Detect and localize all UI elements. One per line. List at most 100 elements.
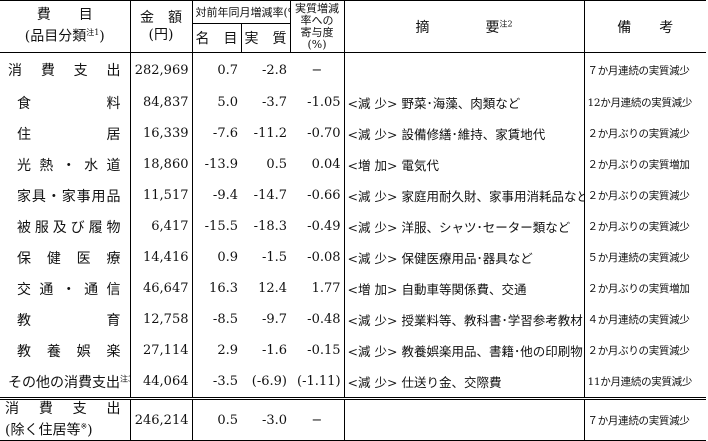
header-item: 費 目 (品目分類注1) (0, 0, 131, 53)
summary-tag: <増 加> (347, 282, 398, 297)
item-name-char: 及 (52, 219, 67, 236)
row-nominal: -13.9 (204, 157, 238, 172)
row-item-name: 食料 (0, 87, 131, 118)
row-item-name: 教養娯楽 (0, 335, 131, 366)
item-name-char: ・ (46, 188, 61, 205)
footer-name-char: 出 (106, 400, 121, 417)
table-row: 被服及び履物 6,417 -15.5 -18.3 -0.49 <減 少> 洋服、シャツ･セー… (0, 211, 706, 242)
row-nominal: 2.9 (217, 343, 238, 358)
row-summary: <減 少> 授業料等、教科書･学習参考教材 (344, 304, 585, 335)
table-row: 保健医療 14,416 0.9 -1.5 -0.08 <減 少> 保健医療用品･器具など ５か… (0, 242, 706, 273)
row-real: -9.7 (261, 312, 288, 327)
summary-text: 野菜･海藻、肉類など (401, 96, 521, 111)
summary-tag: <減 少> (347, 251, 398, 266)
item-name-char: 消 (8, 63, 22, 79)
row-remarks: ７か月連続の実質減少 (587, 64, 690, 77)
summary-tag: <減 少> (347, 344, 398, 359)
row-remarks: ２か月ぶりの実質減少 (587, 190, 690, 202)
item-name-char: 健 (46, 250, 61, 267)
row-summary: <減 少> 保健医療用品･器具など (344, 242, 585, 273)
row-nominal: -15.5 (204, 219, 238, 234)
row-item-name: その他の消費支出注3 (0, 366, 131, 399)
item-name-char: 物 (106, 219, 121, 236)
summary-text: 保健医療用品･器具など (401, 251, 533, 266)
summary-text: 自動車等関係費、交通 (401, 282, 527, 297)
item-name-char: 料 (106, 95, 121, 112)
item-name-char: 光 (17, 157, 31, 174)
item-name-char: 療 (106, 250, 121, 267)
row-item-name: 交通・通信 (0, 273, 131, 304)
header-contribution: 実質増減 率への 寄与度 (%) (290, 0, 345, 53)
item-name-char: 楽 (106, 343, 121, 360)
summary-tag: <減 少> (347, 189, 398, 204)
row-amount: 27,114 (130, 335, 193, 366)
row-real: -11.2 (253, 126, 288, 141)
item-name-char: 服 (34, 219, 49, 236)
row-remarks: 11か月連続の実質減少 (587, 376, 693, 388)
row-amount: 16,339 (130, 118, 193, 149)
row-item-name: 光熱・水道 (0, 149, 131, 180)
row-contribution: -0.15 (290, 335, 345, 366)
row-summary: <減 少> 洋服、シャツ･セーター類など (344, 211, 585, 242)
table-row: 交通・通信 46,647 16.3 12.4 1.77 <増 加> 自動車等関係費、交通 ２か… (0, 273, 706, 304)
row-contribution: 1.77 (290, 273, 345, 304)
summary-tag: <減 少> (347, 375, 398, 390)
footer-real: -3.0 (241, 397, 291, 441)
footer-name-char: 費 (38, 400, 53, 417)
table-row: 住居 16,339 -7.6 -11.2 -0.70 <減 少> 設備修繕･維持、家賃地代 ２… (0, 118, 706, 149)
summary-tag: <増 加> (347, 158, 398, 173)
summary-tag: <減 少> (347, 313, 398, 328)
item-name-char: 医 (76, 250, 91, 267)
summary-text: 電気代 (401, 158, 439, 173)
table-row: 食料 84,837 5.0 -3.7 -1.05 <減 少> 野菜･海藻、肉類など 12か月連… (0, 87, 706, 118)
summary-text: 授業料等、教科書･学習参考教材 (401, 313, 583, 328)
row-summary: <増 加> 自動車等関係費、交通 (344, 273, 585, 304)
row-remarks: ２か月ぶりの実質減少 (587, 128, 690, 140)
row-real: 12.4 (258, 281, 288, 296)
table-row: 教育 12,758 -8.5 -9.7 -0.48 <減 少> 授業料等、教科書･学習参考教… (0, 304, 706, 335)
row-summary (344, 52, 585, 87)
item-name-char: 食 (17, 95, 31, 112)
item-name-char: 出 (106, 63, 121, 79)
row-real: 0.5 (266, 157, 288, 172)
row-real: -18.3 (253, 219, 288, 234)
item-name-char: 通 (39, 281, 54, 298)
row-nominal: -9.4 (212, 188, 238, 203)
footer-contribution: − (290, 397, 345, 441)
summary-text: 洋服、シャツ･セーター類など (401, 220, 571, 235)
summary-tag: <減 少> (347, 127, 398, 142)
row-contribution: 0.04 (290, 149, 345, 180)
row-item-name: 消費支出 (0, 52, 131, 87)
row-nominal: 5.0 (217, 95, 238, 110)
item-name-char: 信 (106, 281, 121, 298)
item-name-char: ・ (61, 281, 76, 298)
item-name-char: 交 (17, 281, 31, 298)
header-yoy: 対前年同月増減率(%) (192, 0, 291, 24)
row-item-name: 被服及び履物 (0, 211, 131, 242)
row-contribution: -0.08 (290, 242, 345, 273)
summary-text: 仕送り金、交際費 (401, 375, 502, 390)
row-real: -3.7 (261, 95, 288, 110)
header-remarks: 備 考 (584, 0, 707, 53)
item-name-char: 道 (106, 157, 121, 174)
row-amount: 6,417 (130, 211, 193, 242)
summary-text: 家庭用耐久財、家事用消耗品など (401, 189, 585, 204)
row-contribution: − (290, 52, 345, 87)
row-summary: <減 少> 家庭用耐久財、家事用消耗品など (344, 180, 585, 211)
item-name-char: 居 (106, 126, 121, 143)
row-amount: 12,758 (130, 304, 193, 335)
row-summary: <減 少> 設備修繕･維持、家賃地代 (344, 118, 585, 149)
row-remarks: ５か月連続の実質減少 (587, 252, 690, 264)
header-amount: 金 額 (円) (130, 0, 193, 53)
item-name-char: 事 (76, 188, 91, 205)
summary-tag: <減 少> (347, 96, 398, 111)
row-amount: 84,837 (130, 87, 193, 118)
row-contribution: -0.48 (290, 304, 345, 335)
row-amount: 46,647 (130, 273, 193, 304)
table-row: 教養娯楽 27,114 2.9 -1.6 -0.15 <減 少> 教養娯楽用品、書籍･他の印… (0, 335, 706, 366)
row-contribution: -1.05 (290, 87, 345, 118)
item-name-char: 通 (84, 281, 99, 298)
row-item-name: 保健医療 (0, 242, 131, 273)
item-name-char: 水 (84, 157, 99, 174)
row-amount: 11,517 (130, 180, 193, 211)
